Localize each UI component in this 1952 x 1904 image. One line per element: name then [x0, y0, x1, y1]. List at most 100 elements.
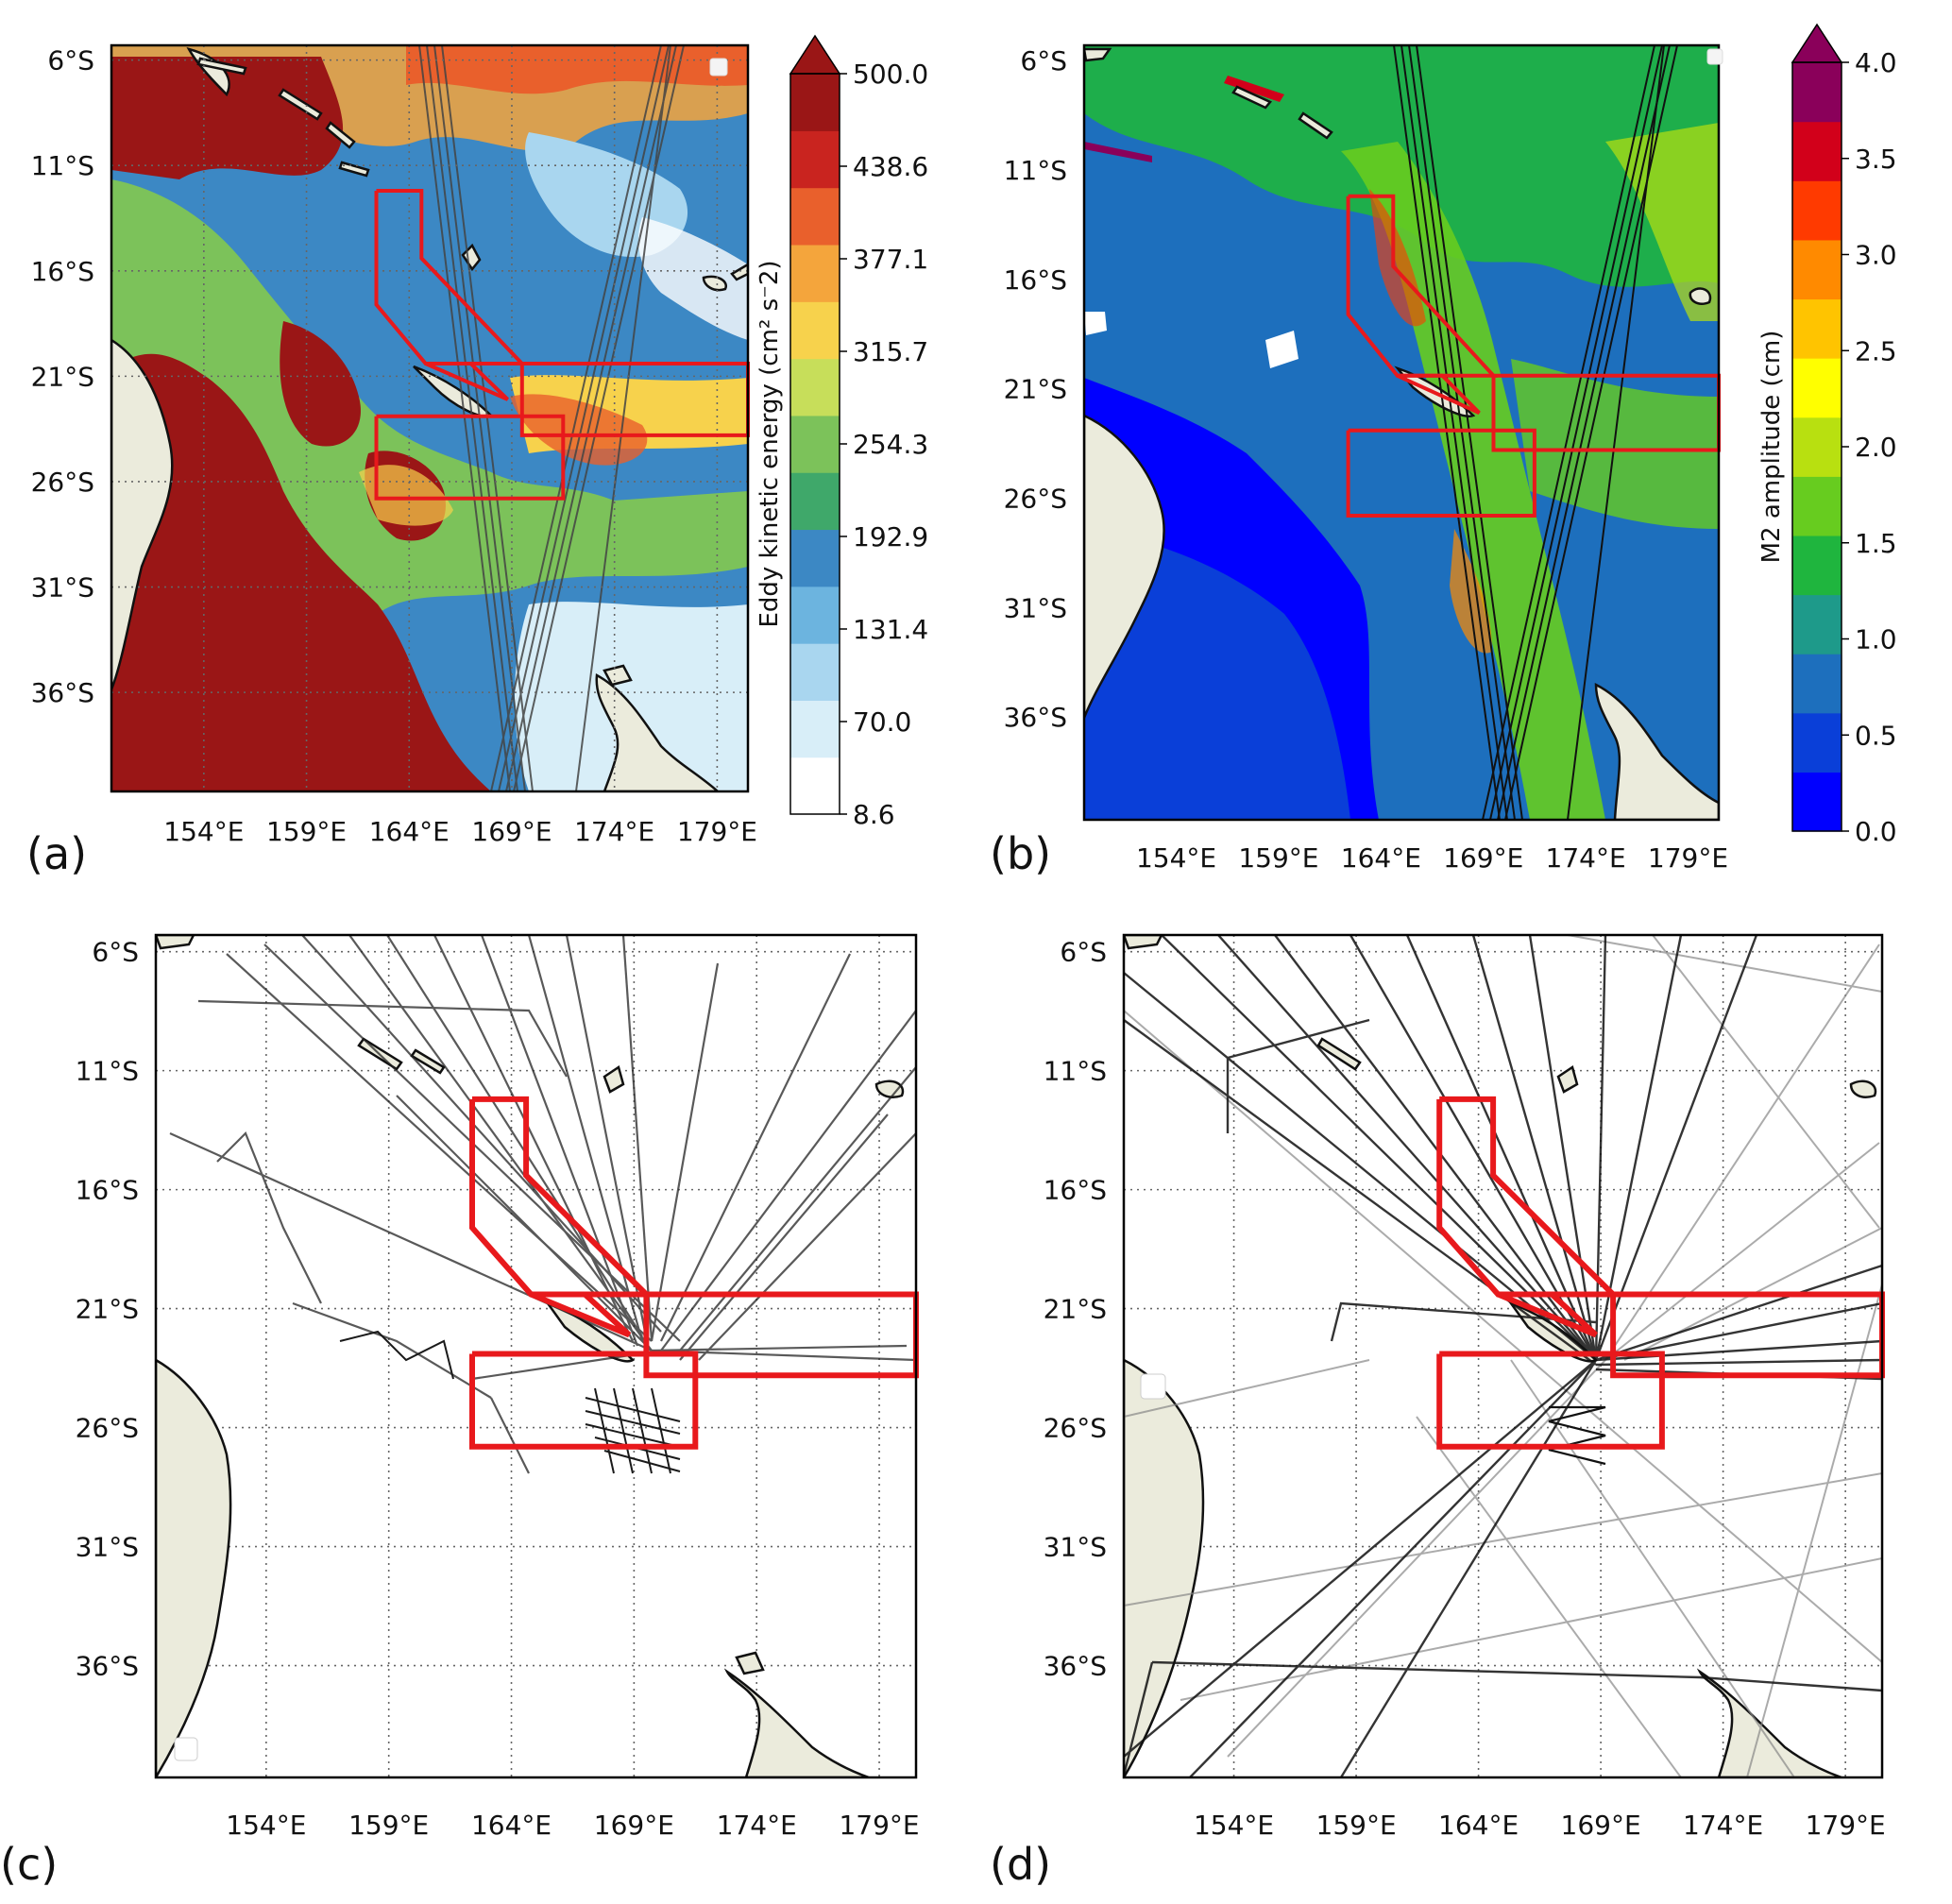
graticule	[156, 935, 916, 1777]
colorbar-segment	[1792, 654, 1842, 714]
tick-labels: 154°E 159°E 164°E 169°E 174°E 179°E 6°S 11°S 16°…	[31, 45, 757, 847]
colorbar-tick-label: 500.0	[853, 59, 928, 90]
map-frame	[1082, 43, 1721, 822]
lon-tick-label: 179°E	[1806, 1810, 1886, 1841]
colorbar-segment	[790, 529, 840, 587]
tick-labels: 154°E 159°E 164°E 169°E 174°E 179°E 6°S 11°S 16°…	[1044, 937, 1886, 1841]
lat-tick-label: 6°S	[1020, 45, 1067, 76]
colorbar-extend-arrow	[789, 34, 841, 75]
lat-tick-label: 36°S	[76, 1651, 139, 1682]
colorbar-tick-label: 70.0	[853, 706, 911, 738]
lat-tick-label: 31°S	[1004, 592, 1067, 623]
region-outline	[530, 1291, 632, 1338]
lat-tick-label: 6°S	[47, 45, 94, 76]
lat-tick-label: 26°S	[1044, 1413, 1107, 1444]
lon-tick-label: 174°E	[717, 1810, 797, 1841]
colorbar-segment	[1792, 712, 1842, 773]
lon-tick-label: 159°E	[266, 816, 347, 847]
colorbar-tick-label: 438.6	[853, 151, 928, 182]
colorbar-segment	[790, 643, 840, 701]
panel-c: 154°E 159°E 164°E 169°E 174°E 179°E 6°S 11°S 16°…	[0, 933, 920, 1890]
colorbar-tick-label: 4.0	[1855, 47, 1897, 78]
panel-a: 154°E 159°E 164°E 169°E 174°E 179°E 6°S 11°S 16°…	[26, 34, 928, 879]
lon-tick-label: 164°E	[1438, 1810, 1519, 1841]
eke-field	[111, 45, 748, 791]
colorbar-segment	[790, 244, 840, 302]
lon-tick-label: 164°E	[369, 816, 450, 847]
colorbar: 500.0 438.6 377.1 315.7 254.3 192.9 131.4 70.0 8…	[755, 34, 928, 830]
lat-tick-label: 6°S	[1060, 937, 1107, 968]
lon-tick-label: 174°E	[1683, 1810, 1763, 1841]
graticule	[1124, 935, 1882, 1777]
region-outline	[1436, 1351, 1665, 1450]
colorbar-segment	[1792, 772, 1842, 832]
region-outline	[1396, 373, 1481, 416]
lat-tick-label: 16°S	[76, 1175, 139, 1206]
panel-label: (a)	[26, 828, 87, 879]
study-regions	[1346, 194, 1721, 518]
colorbar-segment	[1792, 239, 1842, 300]
colorbar-segment	[1792, 62, 1842, 123]
m2-amplitude-field	[1084, 45, 1719, 820]
colorbar-segment	[790, 74, 840, 131]
ship-tracks	[169, 935, 916, 1474]
colorbar-segment	[790, 358, 840, 416]
colorbar-segment	[1792, 358, 1842, 418]
colorbar-segment	[790, 415, 840, 473]
lat-tick-label: 21°S	[1044, 1294, 1107, 1325]
lat-tick-label: 6°S	[92, 937, 139, 968]
lat-tick-label: 16°S	[1004, 264, 1067, 296]
panel-label: (d)	[990, 1839, 1051, 1890]
colorbar-segment	[790, 586, 840, 644]
lon-tick-label: 159°E	[1238, 842, 1318, 874]
colorbar-segment	[1792, 535, 1842, 596]
lat-tick-label: 21°S	[31, 361, 94, 392]
lon-tick-label: 174°E	[1546, 842, 1626, 874]
lon-tick-label: 169°E	[1561, 1810, 1641, 1841]
panel-b: 154°E 159°E 164°E 169°E 174°E 179°E 6°S 11°S 16°…	[990, 23, 1897, 879]
colorbar-segment	[1792, 121, 1842, 181]
colorbar-tick-label: 1.5	[1855, 528, 1897, 559]
map-frame	[1122, 933, 1884, 1779]
colorbar-tick-label: 315.7	[853, 336, 928, 367]
lon-tick-label: 174°E	[574, 816, 654, 847]
lat-tick-label: 36°S	[1004, 702, 1067, 733]
lon-tick-label: 179°E	[677, 816, 757, 847]
panel-label: (b)	[990, 828, 1051, 879]
colorbar-segment	[1792, 476, 1842, 536]
lon-tick-label: 169°E	[1443, 842, 1523, 874]
lat-tick-label: 26°S	[31, 467, 94, 498]
lon-tick-label: 179°E	[839, 1810, 919, 1841]
lon-tick-label: 154°E	[163, 816, 244, 847]
lat-tick-label: 16°S	[1044, 1175, 1107, 1206]
graticule	[111, 45, 748, 791]
lat-tick-label: 11°S	[1044, 1056, 1107, 1087]
colorbar-tick-label: 131.4	[853, 614, 928, 645]
lat-tick-label: 26°S	[1004, 483, 1067, 514]
colorbar-label: M2 amplitude (cm)	[1757, 331, 1786, 564]
lon-tick-label: 159°E	[1316, 1810, 1397, 1841]
lat-tick-label: 31°S	[31, 572, 94, 604]
colorbar-tick-label: 0.5	[1855, 720, 1897, 751]
lon-tick-label: 179°E	[1648, 842, 1728, 874]
lat-tick-label: 31°S	[76, 1532, 139, 1563]
tick-labels: 154°E 159°E 164°E 169°E 174°E 179°E 6°S 11°S 16°…	[76, 937, 920, 1841]
land	[111, 47, 748, 791]
study-regions	[374, 189, 750, 501]
dense-track-cluster	[1548, 1405, 1606, 1466]
lat-tick-label: 26°S	[76, 1413, 139, 1444]
colorbar-segment	[790, 700, 840, 758]
lon-tick-label: 154°E	[226, 1810, 306, 1841]
region-outline	[374, 414, 566, 501]
colorbar-segment	[790, 756, 840, 815]
lon-tick-label: 169°E	[594, 1810, 674, 1841]
land	[1124, 935, 1877, 1777]
dense-track-cluster	[339, 1330, 681, 1474]
colorbar-tick-label: 3.5	[1855, 144, 1897, 175]
colorbar-tick-label: 254.3	[853, 429, 928, 460]
lat-tick-label: 16°S	[31, 256, 94, 287]
region-outline	[1346, 428, 1536, 518]
region-outline	[424, 362, 509, 401]
lat-tick-label: 21°S	[1004, 374, 1067, 405]
